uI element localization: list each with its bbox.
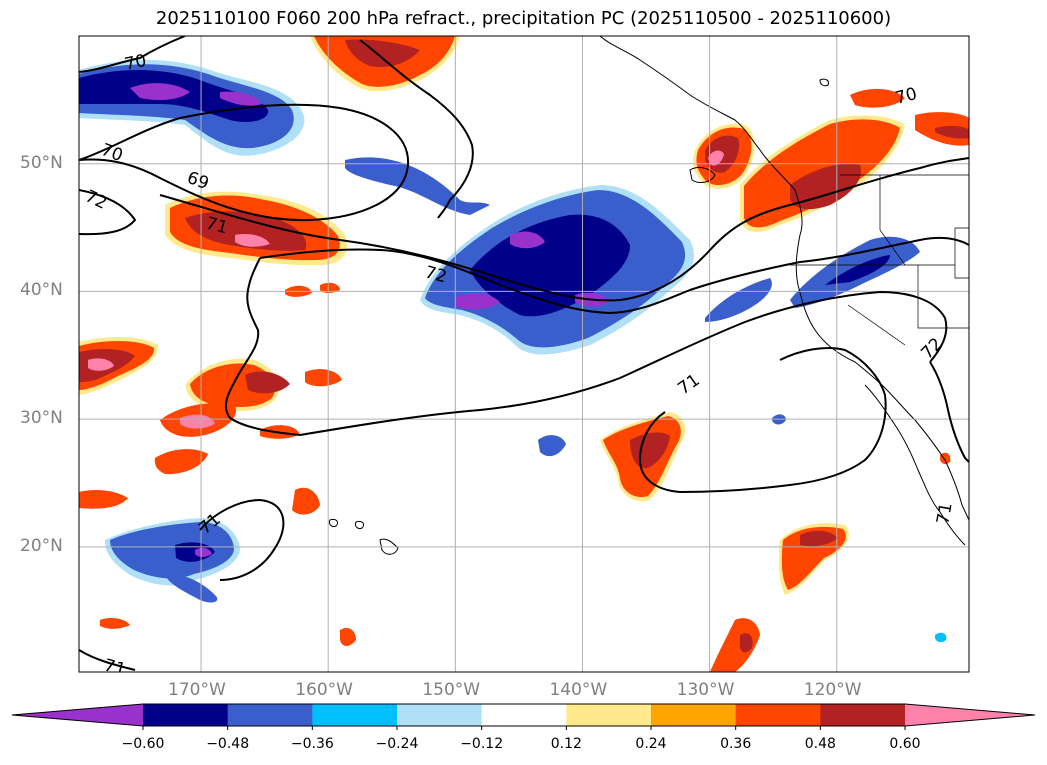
colorbar-extend-low: [12, 704, 143, 726]
colorbar: [11, 703, 1036, 730]
gridlines: [79, 36, 969, 672]
colorbar-segment: [735, 704, 821, 726]
colorbar-tick-label: 0.48: [804, 736, 836, 752]
colorbar-tick-label: −0.60: [121, 736, 165, 752]
lon-tick-label: 150°W: [422, 680, 481, 700]
lat-tick-label: 30°N: [20, 408, 63, 429]
lat-tick-label: 50°N: [20, 152, 63, 173]
colorbar-tick-label: −0.12: [460, 736, 504, 752]
colorbar-tick-label: 0.12: [550, 736, 582, 752]
colorbar-segment: [651, 704, 737, 726]
lon-tick-label: 140°W: [549, 680, 608, 700]
lon-tick-label: 130°W: [676, 680, 735, 700]
colorbar-segment: [566, 704, 652, 726]
positive-pc-areas: [79, 36, 969, 672]
borders: [790, 174, 969, 346]
contour-label: 70: [123, 51, 148, 75]
lon-tick-label: 160°W: [295, 680, 353, 700]
lon-tick-label: 170°W: [168, 680, 226, 700]
colorbar-tick-label: −0.36: [290, 736, 334, 752]
colorbar-tick-label: 0.24: [635, 736, 667, 752]
lat-tick-label: 40°N: [20, 280, 63, 301]
contour-label: 71: [933, 501, 956, 526]
colorbar-tick-label: −0.48: [206, 736, 250, 752]
colorbar-extend-high: [905, 704, 1035, 726]
colorbar-tick-label: −0.24: [375, 736, 419, 752]
colorbar-segment: [227, 704, 313, 726]
refractivity-contours: [79, 36, 969, 671]
map-frame: [78, 35, 970, 673]
colorbar-segment: [312, 704, 398, 726]
colorbar-segment: [143, 704, 229, 726]
contour-label: 71: [102, 656, 128, 681]
map-title: 2025110100 F060 200 hPa refract., precip…: [155, 8, 892, 29]
colorbar-tick-label: 0.60: [889, 736, 921, 752]
colorbar-segment: [820, 704, 906, 726]
colorbar-segment: [397, 704, 483, 726]
lat-tick-label: 20°N: [20, 535, 63, 556]
lon-tick-label: 120°W: [803, 680, 862, 700]
map-area: 70 70 70 69 72 71 72 71 72 71 71 71: [79, 36, 969, 681]
colorbar-segment: [481, 704, 567, 726]
colorbar-tick-label: 0.36: [720, 736, 752, 752]
